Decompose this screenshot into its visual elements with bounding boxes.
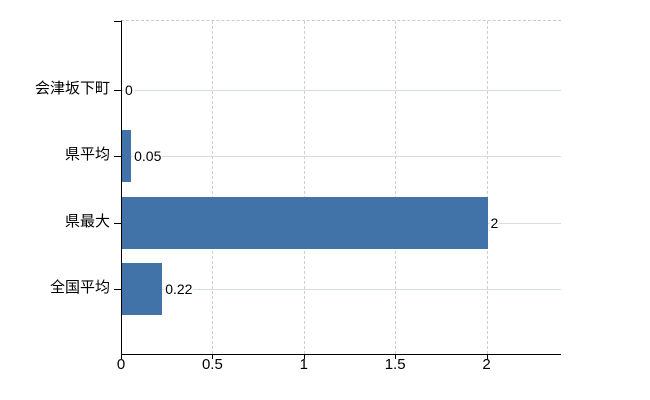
- x-tick-label: 0.5: [201, 356, 223, 373]
- category-label: 県平均: [64, 146, 110, 164]
- v-gridline: [303, 21, 305, 354]
- v-gridline: [395, 21, 397, 354]
- value-label: 0.05: [133, 147, 163, 166]
- x-tick-label: 0: [116, 356, 126, 373]
- bar: [122, 130, 132, 183]
- value-label: 0.22: [164, 279, 194, 298]
- v-gridline: [486, 21, 488, 354]
- category-label: 会津坂下町: [34, 80, 110, 97]
- h-gridline: [122, 156, 561, 158]
- x-axis-tick: [121, 355, 122, 359]
- y-axis-tick: [114, 222, 121, 224]
- v-gridline: [212, 21, 214, 354]
- x-axis-tick: [395, 355, 397, 359]
- x-tick-label: 1.5: [384, 356, 406, 373]
- bar: [122, 196, 488, 249]
- h-gridline: [122, 288, 561, 290]
- x-tick-label: 2: [482, 356, 491, 373]
- bar: [122, 262, 163, 315]
- y-axis-tick: [114, 288, 121, 290]
- y-axis-tick: [114, 156, 121, 158]
- x-axis-tick: [486, 355, 488, 359]
- category-label: 県最大: [64, 212, 110, 230]
- category-label: 全国平均: [49, 278, 110, 296]
- h-gridline: [122, 90, 561, 91]
- value-label: 2: [489, 213, 500, 232]
- x-axis-tick: [212, 355, 214, 359]
- value-label: 0: [124, 81, 134, 99]
- x-axis-tick: [303, 355, 305, 359]
- y-axis-top-tick: [114, 21, 121, 22]
- plot-area: 0 0.05 2 0.22: [114, 20, 561, 359]
- x-tick-label: 1: [299, 356, 308, 373]
- y-axis-tick: [114, 90, 121, 91]
